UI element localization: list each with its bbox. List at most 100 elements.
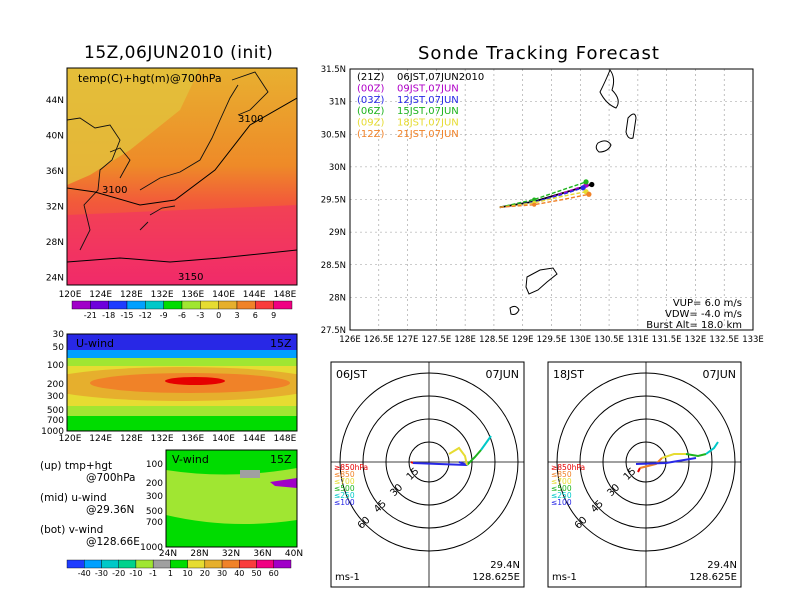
colorbar-swatch — [108, 300, 128, 310]
map-lon-tick: 136E — [181, 290, 204, 300]
v-wind-lat-tick: 28N — [190, 549, 208, 559]
track-point — [532, 202, 537, 207]
u-wind-weak-easterly — [67, 350, 297, 358]
pressure-level-label: ≤500 — [551, 484, 572, 493]
pressure-level-label: ≤250 — [551, 491, 572, 500]
left-title: 15Z,06JUN2010 (init) — [84, 43, 274, 63]
track-lat-tick: 31N — [329, 98, 346, 108]
coastline — [67, 71, 269, 251]
track-lon-tick: 130.5E — [594, 335, 624, 345]
pressure-level-label: ≥850hPa — [334, 463, 368, 472]
track-lat-tick: 27.5N — [321, 326, 346, 336]
wind-colorbar: -40 -30 -20 -10 -1 1 10 20 30 40 50 60 — [66, 559, 292, 578]
v-wind-gray-patch — [240, 470, 260, 478]
map-lon-tick: 140E — [212, 290, 235, 300]
colorbar-swatch — [90, 300, 109, 310]
pressure-level-label: ≤850 — [551, 470, 572, 479]
map-lon-tick: 128E — [120, 290, 143, 300]
burst-text: Burst Alt= 18.0 km — [646, 320, 742, 331]
track-endpoint — [580, 185, 586, 191]
note-mid-line1: (mid) u-wind — [40, 492, 107, 504]
polar-lat: 29.4N — [490, 560, 520, 571]
u-wind-p-tick: 1000 — [41, 427, 64, 437]
map-frame — [66, 67, 298, 286]
note-mid-line2: @29.36N — [86, 504, 135, 516]
u-wind-p-tick: 700 — [47, 416, 64, 426]
wind-colorbar-swatch — [170, 559, 188, 569]
pressure-level-label: ≤700 — [334, 477, 355, 486]
map-lat-tick: 44N — [46, 96, 64, 106]
u-wind-weak-band — [67, 358, 297, 366]
legend-code: (12Z) — [357, 129, 384, 140]
hodograph-segment — [705, 441, 719, 455]
island-outline — [625, 113, 637, 139]
track-panel: 31.5N31N30.5N30N29.5N29N28.5N28N27.5N126… — [321, 65, 764, 345]
colorbar-label: 6 — [253, 311, 258, 320]
colorbar-label: 0 — [216, 311, 221, 320]
track-lon-tick: 126.5E — [364, 335, 394, 345]
polar-unit: ms-1 — [552, 572, 577, 583]
u-wind-lon-tick: 128E — [120, 434, 143, 444]
polar-time: 18JST — [553, 368, 584, 381]
warm-region — [67, 205, 297, 285]
track-lon-tick: 131E — [627, 335, 649, 345]
colorbar-label: -18 — [102, 311, 115, 320]
polar-unit: ms-1 — [335, 572, 360, 583]
u-wind-lon-tick: 148E — [273, 434, 296, 444]
v-wind-p-tick: 300 — [146, 492, 163, 502]
wind-colorbar-label: 60 — [269, 569, 279, 578]
track-lon-tick: 131.5E — [652, 335, 682, 345]
colorbar-swatch — [273, 300, 293, 310]
legend-time: 21JST,07JUN — [397, 129, 459, 140]
wind-colorbar-swatch — [256, 559, 274, 569]
u-wind-lon-tick: 120E — [59, 434, 82, 444]
legend-time: 12JST,07JUN — [397, 95, 459, 106]
hodograph-segment — [480, 435, 492, 451]
wind-colorbar-swatch — [221, 559, 240, 569]
track-lon-tick: 127.5E — [421, 335, 451, 345]
hodograph-segment — [639, 457, 663, 469]
track-endpoint — [583, 179, 589, 185]
wind-colorbar-label: 20 — [200, 569, 210, 578]
legend-code: (21Z) — [357, 72, 384, 83]
track-lat-tick: 30N — [329, 163, 346, 173]
hodograph-segment — [661, 453, 686, 459]
u-wind-lon-tick: 140E — [212, 434, 235, 444]
track-lat-tick: 28N — [329, 293, 346, 303]
colorbar-swatch — [255, 300, 274, 310]
map-lon-ticks: 120E 124E 128E 132E 136E 140E 144E 148E — [59, 290, 297, 300]
wind-colorbar-swatch — [84, 559, 102, 569]
track-grid: 31.5N31N30.5N30N29.5N29N28.5N28N27.5N126… — [321, 65, 764, 345]
hodograph-segment — [410, 461, 414, 464]
vdw-text: VDW= -4.0 m/s — [665, 309, 742, 320]
colorbar-label: -21 — [84, 311, 97, 320]
colorbar-label: -9 — [160, 311, 168, 320]
u-wind-time: 15Z — [270, 337, 292, 350]
u-wind-lon-ticks: 120E 124E 128E 132E 136E 140E 144E 148E — [59, 434, 297, 444]
v-wind-lat-ticks: 24N 28N 32N 36N 40N — [159, 549, 303, 559]
map-lat-tick: 24N — [46, 274, 64, 284]
track-lat-tick: 31.5N — [321, 65, 346, 75]
v-wind-purple-patch — [270, 478, 297, 488]
island-outline — [599, 68, 619, 109]
pressure-level-label: ≤700 — [551, 477, 572, 486]
colorbar-label: -3 — [196, 311, 204, 320]
v-wind-p-tick: 100 — [146, 460, 163, 470]
colorbar-label: -15 — [120, 311, 133, 320]
wind-colorbar-label: 30 — [217, 569, 227, 578]
map-lat-tick: 40N — [46, 132, 64, 142]
legend-time: 15JST,07JUN — [397, 106, 459, 117]
v-wind-lat-tick: 36N — [253, 549, 271, 559]
u-wind-p-tick: 100 — [47, 361, 64, 371]
map-lat-ticks: 44N 40N 36N 32N 28N 24N — [46, 96, 64, 284]
polar-date: 07JUN — [702, 368, 736, 381]
pressure-level-label: ≤850 — [334, 470, 355, 479]
wind-colorbar-swatch — [101, 559, 119, 569]
colorbar-swatch — [71, 300, 91, 310]
hodograph-segment — [685, 453, 707, 458]
hodograph-segment — [637, 467, 641, 473]
colorbar-label: 9 — [271, 311, 276, 320]
u-wind-lon-tick: 136E — [181, 434, 204, 444]
